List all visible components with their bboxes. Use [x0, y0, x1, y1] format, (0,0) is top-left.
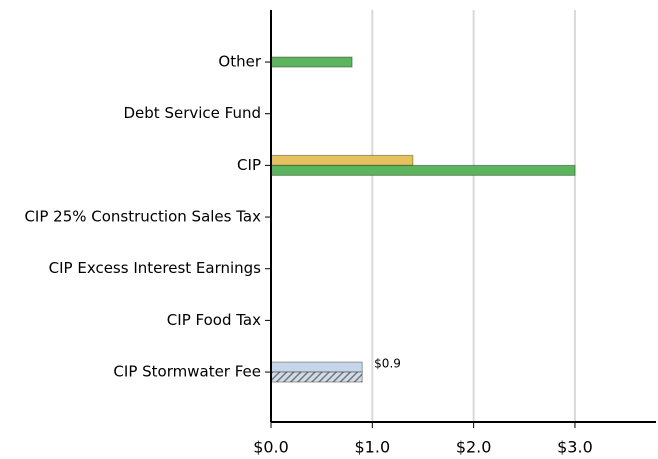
x-tick-label: $2.0 — [456, 438, 492, 457]
y-tick-label: Other — [218, 53, 261, 71]
y-tick-label: CIP Food Tax — [167, 311, 261, 329]
grid — [371, 10, 576, 422]
bar — [270, 154, 414, 166]
bar — [270, 361, 363, 373]
y-tick-label: CIP 25% Construction Sales Tax — [24, 208, 261, 226]
axes: $0.0 $1.0 $2.0 $3.0 Other Debt Service Fund CI… — [24, 10, 656, 457]
bar — [270, 56, 353, 68]
bar — [270, 371, 363, 383]
x-tick-label: $3.0 — [557, 438, 593, 457]
x-tick-label: $0.0 — [253, 438, 289, 457]
bar — [270, 164, 576, 176]
y-tick-label: CIP — [237, 156, 261, 174]
y-tick-label: CIP Excess Interest Earnings — [49, 259, 262, 277]
bars: $0.9 — [270, 56, 576, 383]
x-tick-label: $1.0 — [355, 438, 391, 457]
data-label: $0.9 — [374, 357, 401, 371]
y-tick-label: Debt Service Fund — [124, 104, 262, 122]
y-tick-label: CIP Stormwater Fee — [113, 363, 261, 381]
